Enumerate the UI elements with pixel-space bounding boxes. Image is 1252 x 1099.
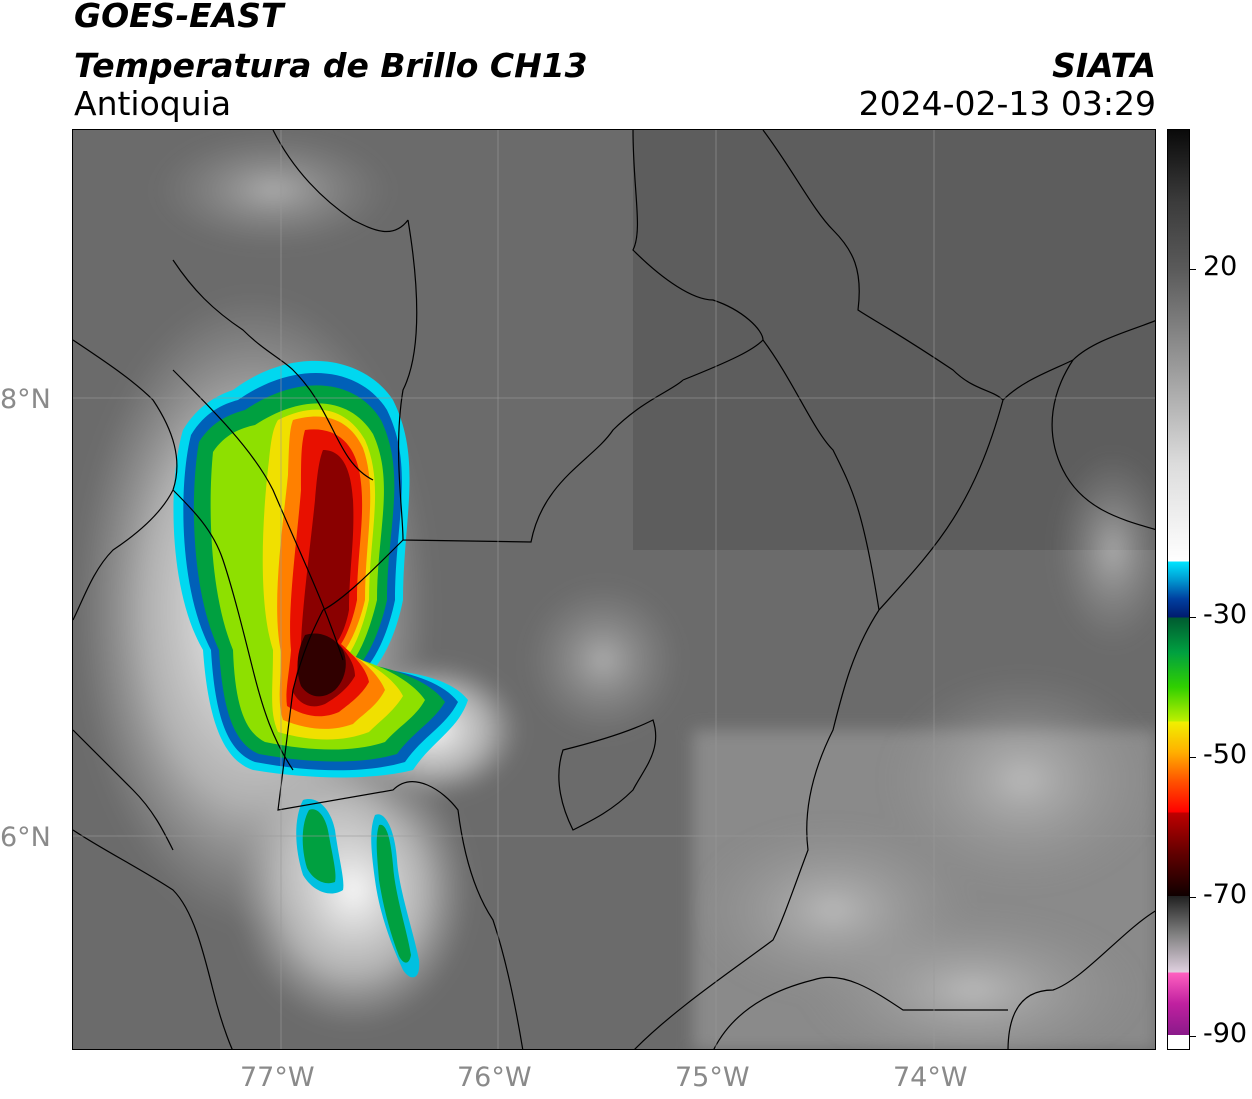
colorbar-tick-label: -50 (1203, 739, 1248, 770)
satellite-title: GOES-EAST (74, 0, 284, 35)
colorbar-tick (1189, 897, 1196, 898)
northeast-dark-region (633, 130, 1155, 550)
lon-label-75w: 75°W (675, 1062, 750, 1093)
colorbar-tick-label: -90 (1203, 1018, 1248, 1049)
lat-label-6n: 6°N (0, 822, 51, 853)
lon-label-76w: 76°W (457, 1062, 532, 1093)
high-cloud-streaks (153, 130, 1155, 1049)
colorbar-tick (1189, 757, 1196, 758)
temperature-colorbar (1167, 129, 1190, 1050)
map-canvas (73, 130, 1155, 1049)
region-label: Antioquia (74, 84, 232, 123)
product-title: Temperatura de Brillo CH13 (74, 46, 588, 85)
graticule (73, 130, 1155, 1049)
coastline (73, 259, 374, 1049)
southern-storm-cells (296, 799, 420, 978)
colorbar-tick-label: -70 (1203, 879, 1248, 910)
colorbar-tick (1189, 617, 1196, 618)
colorbar-tick-label: 20 (1203, 251, 1238, 282)
satellite-map (72, 129, 1156, 1050)
lon-label-74w: 74°W (893, 1062, 968, 1093)
colorbar-tick-label: -30 (1203, 599, 1248, 630)
datetime-label: 2024-02-13 03:29 (858, 84, 1156, 123)
colorbar-tick (1189, 269, 1196, 270)
lat-label-8n: 8°N (0, 384, 51, 415)
lon-label-77w: 77°W (240, 1062, 315, 1093)
admin-boundaries (172, 130, 1155, 1049)
colorbar-tick (1189, 1036, 1196, 1037)
agency-label: SIATA (1052, 46, 1156, 85)
convective-storm-core (173, 360, 468, 778)
